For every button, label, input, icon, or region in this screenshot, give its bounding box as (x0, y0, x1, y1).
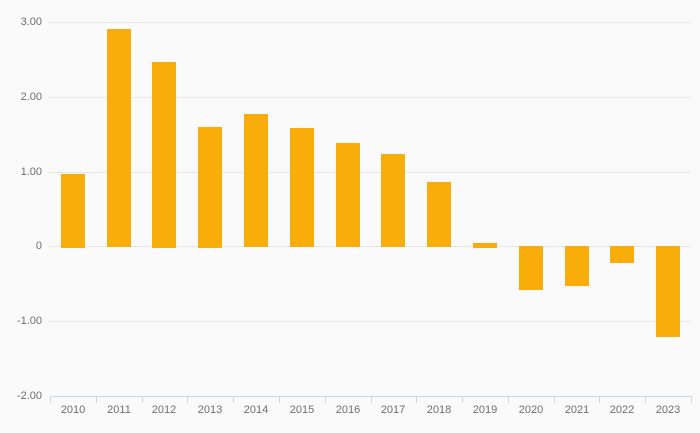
bar-2010[interactable] (61, 174, 85, 248)
bar-2016[interactable] (336, 143, 360, 247)
x-axis-label-2016: 2016 (335, 404, 361, 416)
x-axis-label-2014: 2014 (243, 404, 269, 416)
y-axis-tick-label: -2.00 (16, 390, 42, 402)
x-axis-tick (142, 396, 143, 403)
y-gridline (48, 321, 691, 322)
y-axis-tick-label: 1.00 (20, 166, 42, 178)
x-axis-label-2021: 2021 (564, 404, 590, 416)
bar-2017[interactable] (381, 154, 405, 247)
x-axis-line (50, 396, 691, 397)
bar-2023[interactable] (656, 246, 680, 337)
x-axis-tick (187, 396, 188, 403)
x-axis-tick (233, 396, 234, 403)
x-axis-tick (508, 396, 509, 403)
x-axis-tick (691, 396, 692, 403)
y-axis-tick-label: 2.00 (20, 91, 42, 103)
y-gridline (48, 172, 691, 173)
x-axis-tick (462, 396, 463, 403)
x-axis-label-2018: 2018 (426, 404, 452, 416)
bar-2012[interactable] (152, 62, 176, 248)
x-axis-tick (96, 396, 97, 403)
bar-2014[interactable] (244, 114, 268, 247)
y-axis-tick-label: 3.00 (20, 16, 42, 28)
x-axis-tick (599, 396, 600, 403)
bar-2011[interactable] (107, 29, 131, 247)
x-axis-tick (554, 396, 555, 403)
x-axis-label-2013: 2013 (197, 404, 223, 416)
x-axis-label-2022: 2022 (609, 404, 635, 416)
x-axis-tick (416, 396, 417, 403)
x-axis-label-2017: 2017 (380, 404, 406, 416)
x-axis-label-2011: 2011 (107, 404, 131, 416)
x-axis-tick (279, 396, 280, 403)
bar-2019[interactable] (473, 243, 497, 248)
x-axis-tick (325, 396, 326, 403)
y-axis-tick-label: -1.00 (16, 315, 42, 327)
x-axis-label-2019: 2019 (472, 404, 498, 416)
bar-2021[interactable] (565, 246, 589, 286)
bar-2022[interactable] (610, 246, 634, 263)
x-axis-label-2015: 2015 (289, 404, 315, 416)
bar-2015[interactable] (290, 128, 314, 247)
bar-2018[interactable] (427, 182, 451, 247)
x-axis-label-2012: 2012 (151, 404, 177, 416)
y-axis-tick-label: 0 (35, 240, 42, 252)
x-axis-label-2010: 2010 (60, 404, 86, 416)
x-axis-tick (50, 396, 51, 403)
x-axis-label-2020: 2020 (518, 404, 544, 416)
x-axis-tick (645, 396, 646, 403)
x-axis-tick (371, 396, 372, 403)
bar-2013[interactable] (198, 127, 222, 248)
bar-2020[interactable] (519, 246, 543, 290)
y-gridline (48, 246, 691, 247)
y-gridline (48, 22, 691, 23)
x-axis-label-2023: 2023 (655, 404, 681, 416)
y-gridline (48, 97, 691, 98)
